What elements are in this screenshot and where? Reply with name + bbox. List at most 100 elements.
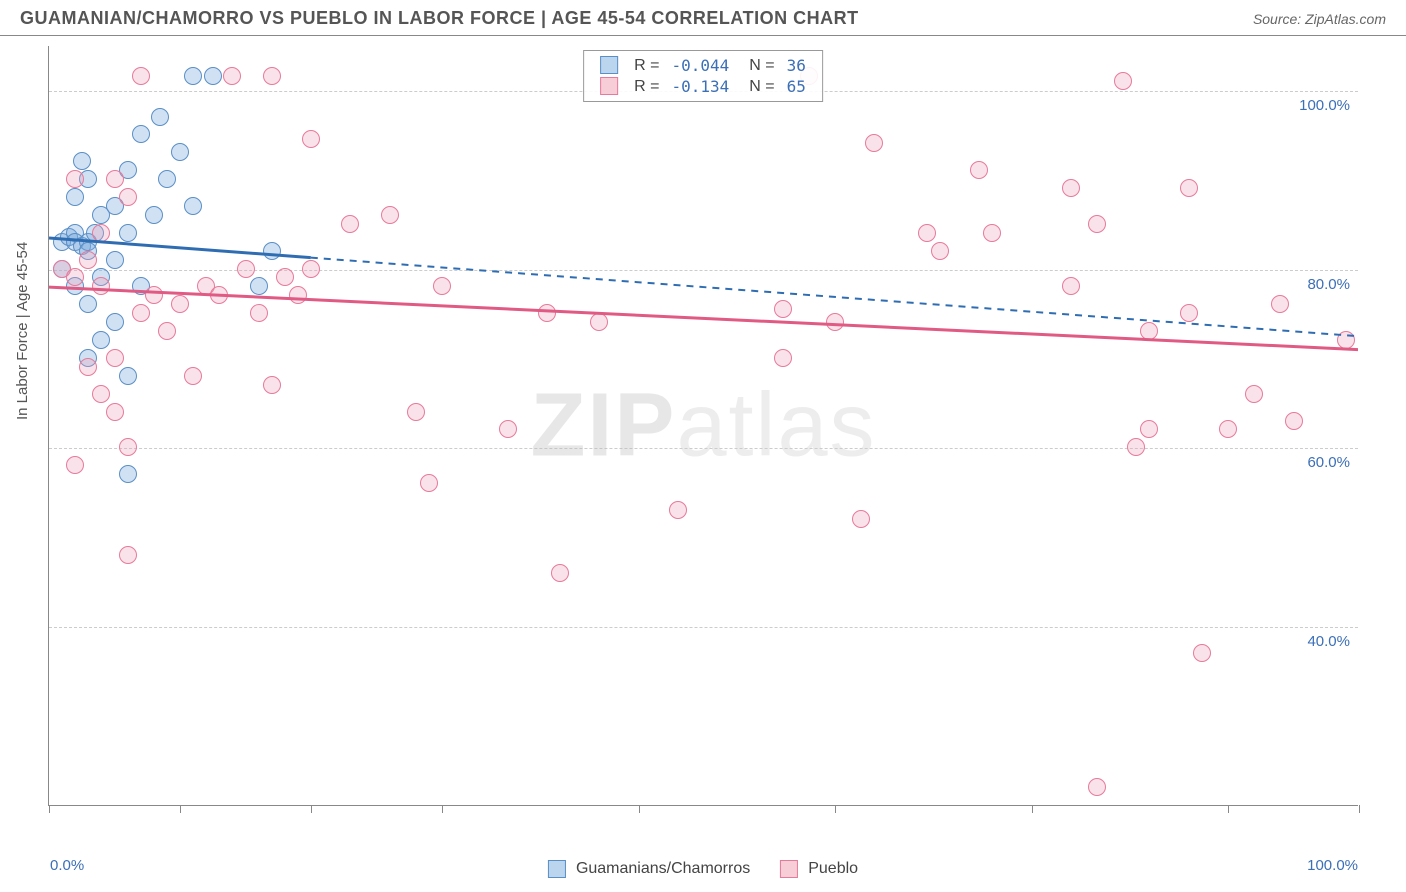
data-point xyxy=(132,304,150,322)
data-point xyxy=(263,67,281,85)
data-point xyxy=(73,152,91,170)
data-point xyxy=(66,188,84,206)
data-point xyxy=(66,456,84,474)
n-value: 36 xyxy=(781,55,812,76)
data-point xyxy=(92,277,110,295)
data-point xyxy=(276,268,294,286)
legend-row: R =-0.134N =65 xyxy=(594,76,812,97)
data-point xyxy=(106,251,124,269)
x-tick xyxy=(442,805,443,813)
data-point xyxy=(1180,179,1198,197)
x-tick xyxy=(49,805,50,813)
legend-label: Pueblo xyxy=(808,860,858,878)
data-point xyxy=(407,403,425,421)
gridline xyxy=(49,448,1358,449)
chart-title: GUAMANIAN/CHAMORRO VS PUEBLO IN LABOR FO… xyxy=(20,8,859,29)
data-point xyxy=(79,295,97,313)
x-tick xyxy=(311,805,312,813)
data-point xyxy=(852,510,870,528)
legend-swatch xyxy=(600,56,618,74)
data-point xyxy=(983,224,1001,242)
legend-swatch xyxy=(548,860,566,878)
legend-item: Pueblo xyxy=(780,860,858,878)
data-point xyxy=(669,501,687,519)
data-point xyxy=(171,295,189,313)
data-point xyxy=(184,367,202,385)
gridline xyxy=(49,627,1358,628)
y-tick-label: 80.0% xyxy=(1307,276,1350,293)
data-point xyxy=(1062,277,1080,295)
y-axis-label: In Labor Force | Age 45-54 xyxy=(14,242,31,420)
data-point xyxy=(774,300,792,318)
data-point xyxy=(499,420,517,438)
data-point xyxy=(263,242,281,260)
data-point xyxy=(184,67,202,85)
data-point xyxy=(132,125,150,143)
data-point xyxy=(204,67,222,85)
data-point xyxy=(538,304,556,322)
data-point xyxy=(79,358,97,376)
data-point xyxy=(1140,322,1158,340)
data-point xyxy=(106,170,124,188)
data-point xyxy=(119,188,137,206)
x-axis-end: 100.0% xyxy=(1307,857,1358,874)
data-point xyxy=(119,546,137,564)
x-tick xyxy=(1359,805,1360,813)
data-point xyxy=(302,130,320,148)
x-tick xyxy=(639,805,640,813)
r-label: R = xyxy=(628,55,665,76)
data-point xyxy=(931,242,949,260)
legend-label: Guamanians/Chamorros xyxy=(576,860,750,878)
data-point xyxy=(1271,295,1289,313)
chart-plot-area: ZIPatlas 40.0% 60.0% 80.0% 100.0% xyxy=(48,46,1358,806)
watermark-bold: ZIP xyxy=(530,375,676,475)
data-point xyxy=(145,206,163,224)
x-tick xyxy=(1228,805,1229,813)
data-point xyxy=(1062,179,1080,197)
data-point xyxy=(865,134,883,152)
legend-swatch xyxy=(780,860,798,878)
data-point xyxy=(145,286,163,304)
data-point xyxy=(210,286,228,304)
y-tick-label: 100.0% xyxy=(1299,97,1350,114)
data-point xyxy=(66,268,84,286)
data-point xyxy=(132,67,150,85)
data-point xyxy=(263,376,281,394)
data-point xyxy=(1127,438,1145,456)
legend-swatch xyxy=(600,77,618,95)
correlation-legend: R =-0.044N =36R =-0.134N =65 xyxy=(583,50,823,102)
r-value: -0.134 xyxy=(665,76,735,97)
legend-item: Guamanians/Chamorros xyxy=(548,860,750,878)
data-point xyxy=(381,206,399,224)
data-point xyxy=(250,304,268,322)
watermark-thin: atlas xyxy=(676,375,876,475)
legend-row: R =-0.044N =36 xyxy=(594,55,812,76)
data-point xyxy=(119,465,137,483)
series-legend: Guamanians/Chamorros Pueblo xyxy=(548,860,858,878)
source-label: Source: ZipAtlas.com xyxy=(1253,11,1386,27)
data-point xyxy=(250,277,268,295)
x-tick xyxy=(835,805,836,813)
data-point xyxy=(970,161,988,179)
data-point xyxy=(918,224,936,242)
data-point xyxy=(774,349,792,367)
data-point xyxy=(237,260,255,278)
x-tick xyxy=(1032,805,1033,813)
y-tick-label: 40.0% xyxy=(1307,633,1350,650)
r-label: R = xyxy=(628,76,665,97)
data-point xyxy=(92,224,110,242)
data-point xyxy=(66,170,84,188)
data-point xyxy=(1088,778,1106,796)
trend-lines-layer xyxy=(49,46,1358,805)
data-point xyxy=(826,313,844,331)
data-point xyxy=(151,108,169,126)
data-point xyxy=(106,349,124,367)
data-point xyxy=(223,67,241,85)
data-point xyxy=(92,331,110,349)
data-point xyxy=(289,286,307,304)
correlation-legend-table: R =-0.044N =36R =-0.134N =65 xyxy=(594,55,812,97)
watermark: ZIPatlas xyxy=(530,374,876,477)
data-point xyxy=(171,143,189,161)
data-point xyxy=(158,170,176,188)
y-tick-label: 60.0% xyxy=(1307,454,1350,471)
